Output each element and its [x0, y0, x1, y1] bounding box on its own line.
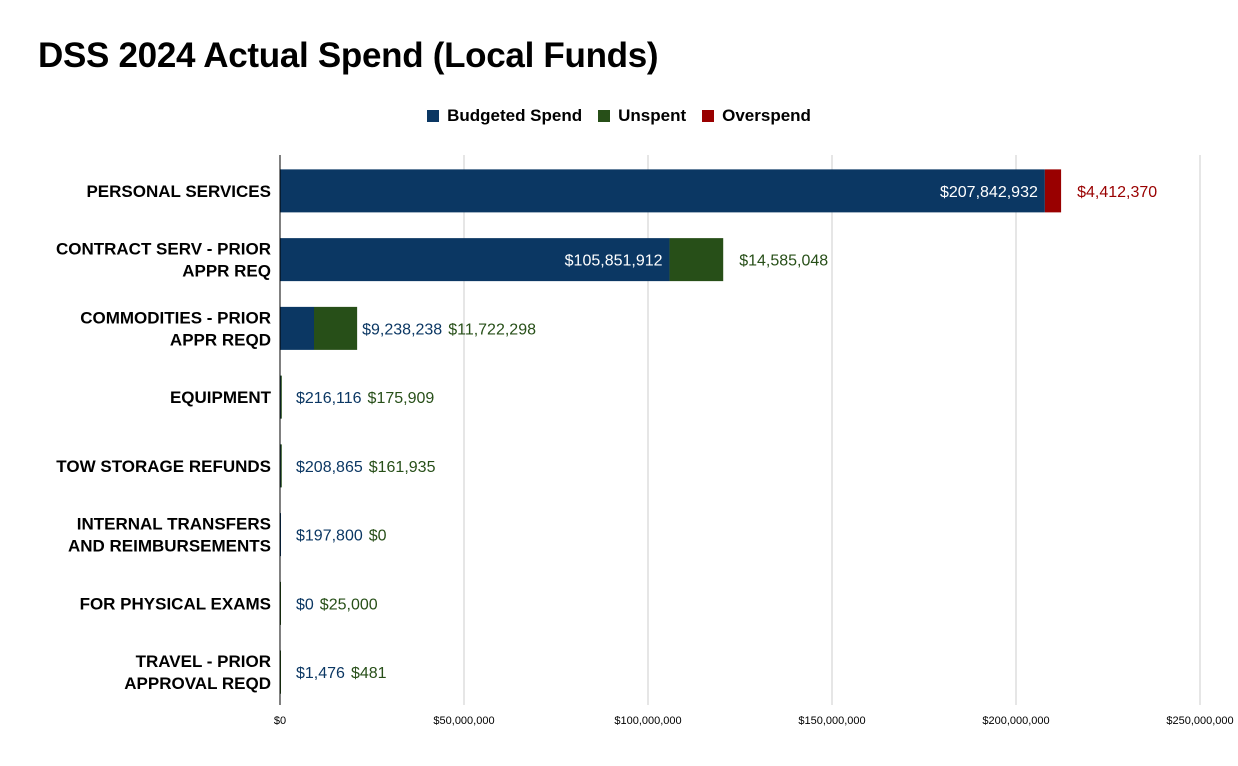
- category-label: CONTRACT SERV - PRIOR: [56, 240, 271, 259]
- bar-segment: [280, 444, 282, 488]
- x-tick-label: $250,000,000: [1166, 715, 1233, 727]
- category-label: PERSONAL SERVICES: [86, 182, 271, 201]
- category-label: APPR REQ: [182, 262, 271, 281]
- legend-item-budgeted: Budgeted Spend: [427, 106, 582, 126]
- data-label-budgeted: $216,116: [296, 390, 362, 407]
- chart-legend: Budgeted Spend Unspent Overspend: [0, 106, 1238, 126]
- bar-segment: [1044, 169, 1062, 213]
- category-label: APPROVAL REQD: [124, 674, 271, 693]
- category-label: EQUIPMENT: [170, 388, 272, 407]
- legend-label-unspent: Unspent: [618, 106, 687, 125]
- data-label-overspend: $4,412,370: [1077, 184, 1157, 201]
- bar-segment: [280, 375, 282, 419]
- data-label-budgeted: $9,238,238: [362, 321, 442, 338]
- bar-segment: [669, 238, 724, 282]
- category-label: AND REIMBURSEMENTS: [68, 537, 271, 556]
- x-tick-label: $100,000,000: [614, 715, 681, 727]
- x-tick-label: $0: [274, 715, 286, 727]
- data-label-budgeted: $105,851,912: [565, 253, 663, 270]
- legend-item-overspend: Overspend: [702, 106, 811, 126]
- category-label: TRAVEL - PRIOR: [136, 652, 271, 671]
- legend-item-unspent: Unspent: [598, 106, 686, 126]
- data-label-budgeted: $207,842,932: [940, 184, 1038, 201]
- data-label-unspent: $161,935: [369, 459, 436, 476]
- data-label-unspent: $11,722,298: [448, 321, 536, 338]
- data-label-unspent: $481: [351, 665, 387, 682]
- data-label-unspent: $14,585,048: [739, 253, 828, 270]
- category-label: APPR REQD: [170, 330, 271, 349]
- data-label-budgeted: $1,476: [296, 665, 345, 682]
- data-label-budgeted: $208,865: [296, 459, 363, 476]
- bar-segment: [280, 169, 1045, 213]
- data-label-unspent: $25,000: [320, 596, 378, 613]
- x-tick-label: $150,000,000: [798, 715, 865, 727]
- bar-segment: [280, 306, 314, 350]
- legend-label-budgeted: Budgeted Spend: [447, 106, 583, 125]
- bar-segment: [280, 650, 282, 694]
- data-label-budgeted: $0: [296, 596, 314, 613]
- legend-swatch-unspent: [598, 110, 611, 122]
- chart-title: DSS 2024 Actual Spend (Local Funds): [38, 36, 659, 75]
- data-label-unspent: $0: [369, 528, 387, 545]
- category-label: INTERNAL TRANSFERS: [77, 515, 271, 534]
- legend-label-overspend: Overspend: [722, 106, 811, 125]
- category-label: TOW STORAGE REFUNDS: [56, 457, 271, 476]
- data-label-unspent: $175,909: [368, 390, 435, 407]
- data-label-budgeted: $197,800: [296, 528, 363, 545]
- category-label: COMMODITIES - PRIOR: [80, 308, 271, 327]
- x-tick-label: $50,000,000: [433, 715, 494, 727]
- bar-segment: [280, 238, 670, 282]
- category-label: FOR PHYSICAL EXAMS: [80, 594, 271, 613]
- bar-segment: [313, 306, 358, 350]
- legend-swatch-budgeted: [427, 110, 440, 122]
- legend-swatch-overspend: [702, 110, 715, 122]
- x-tick-label: $200,000,000: [982, 715, 1049, 727]
